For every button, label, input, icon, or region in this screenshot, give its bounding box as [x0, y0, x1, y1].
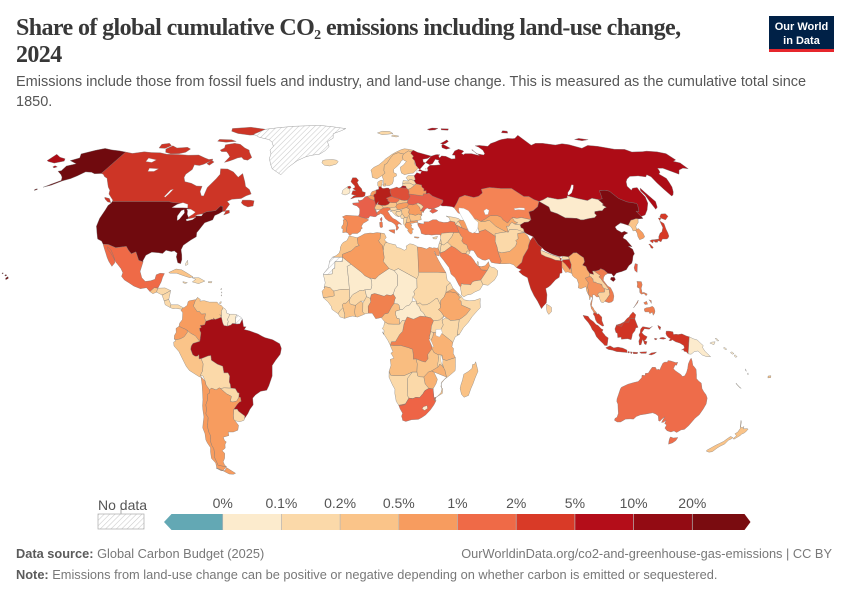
svg-text:20%: 20%: [678, 495, 706, 511]
svg-text:1%: 1%: [447, 495, 467, 511]
svg-text:0%: 0%: [213, 495, 233, 511]
svg-text:10%: 10%: [620, 495, 648, 511]
svg-text:2%: 2%: [506, 495, 526, 511]
svg-text:0.5%: 0.5%: [383, 495, 415, 511]
svg-text:5%: 5%: [565, 495, 585, 511]
svg-text:0.1%: 0.1%: [265, 495, 297, 511]
svg-text:0.2%: 0.2%: [324, 495, 356, 511]
